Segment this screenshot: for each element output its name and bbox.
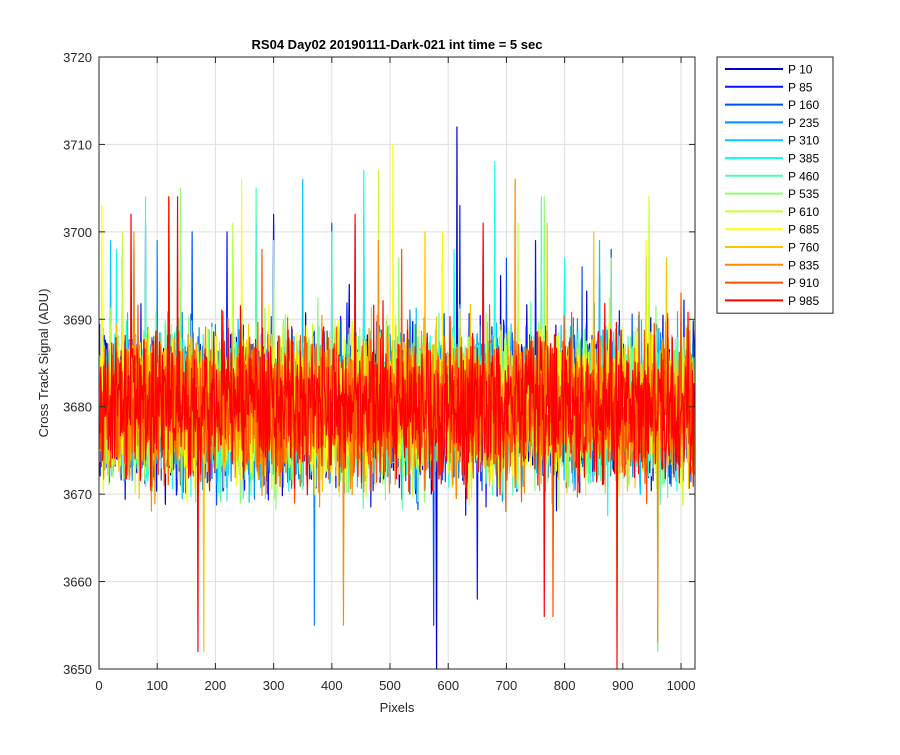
y-tick-label: 3660 (63, 575, 92, 590)
x-tick-label: 400 (321, 678, 343, 693)
y-tick-label: 3700 (63, 225, 92, 240)
y-tick-label: 3690 (63, 312, 92, 327)
legend-label: P 460 (788, 169, 819, 183)
x-axis-label: Pixels (380, 700, 415, 715)
series-line-p-985 (99, 196, 695, 669)
y-tick-label: 3720 (63, 50, 92, 65)
legend-label: P 535 (788, 187, 819, 201)
legend: P 10 P 85 P 160 P 235 P 310 P 385 P 460 P 535 P … (716, 56, 834, 314)
legend-label: P 160 (788, 98, 819, 112)
legend-label: P 985 (788, 294, 819, 308)
y-tick-label: 3710 (63, 137, 92, 152)
x-tick-label: 500 (379, 678, 401, 693)
legend-label: P 610 (788, 205, 819, 219)
y-tick-label: 3680 (63, 400, 92, 415)
x-tick-label: 600 (437, 678, 459, 693)
x-tick-label: 800 (554, 678, 576, 693)
legend-label: P 85 (788, 80, 813, 94)
legend-label: P 10 (788, 63, 813, 77)
y-tick-label: 3650 (63, 662, 92, 677)
series-line-p-760 (99, 222, 695, 653)
legend-label: P 310 (788, 134, 819, 148)
legend-label: P 760 (788, 241, 819, 255)
x-tick-label: 300 (263, 678, 285, 693)
y-axis-label: Cross Track Signal (ADU) (36, 289, 51, 438)
legend-label: P 835 (788, 258, 819, 272)
chart-title: RS04 Day02 20190111-Dark-021 int time = … (252, 37, 543, 52)
legend-label: P 235 (788, 116, 819, 130)
x-tick-label: 900 (612, 678, 634, 693)
legend-label: P 910 (788, 276, 819, 290)
plot-frame (98, 56, 696, 670)
y-axis: 3650 3660 3670 3680 3690 3700 3710 3720 (63, 50, 695, 677)
x-tick-label: 0 (95, 678, 102, 693)
legend-label: P 385 (788, 152, 819, 166)
legend-label: P 685 (788, 223, 819, 237)
x-tick-label: 200 (205, 678, 227, 693)
x-axis: 0 100 200 300 400 500 600 700 800 900 1000 (95, 57, 695, 693)
y-tick-label: 3670 (63, 487, 92, 502)
x-tick-label: 700 (496, 678, 518, 693)
series-group (99, 126, 695, 669)
x-tick-label: 1000 (667, 678, 696, 693)
x-tick-label: 100 (146, 678, 168, 693)
legend-box (716, 56, 834, 314)
